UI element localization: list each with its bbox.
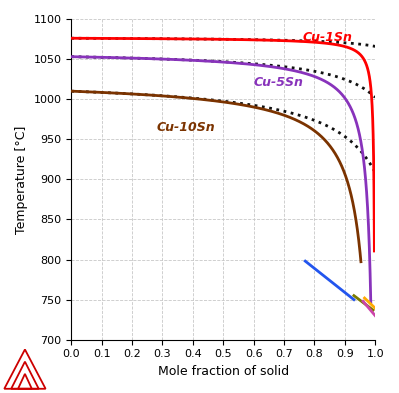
Text: Cu-10Sn: Cu-10Sn [156, 121, 215, 134]
Text: Cu-1Sn: Cu-1Sn [302, 31, 352, 44]
Y-axis label: Temperature [°C]: Temperature [°C] [15, 125, 28, 233]
Text: Cu-5Sn: Cu-5Sn [254, 75, 304, 88]
X-axis label: Mole fraction of solid: Mole fraction of solid [158, 365, 289, 378]
